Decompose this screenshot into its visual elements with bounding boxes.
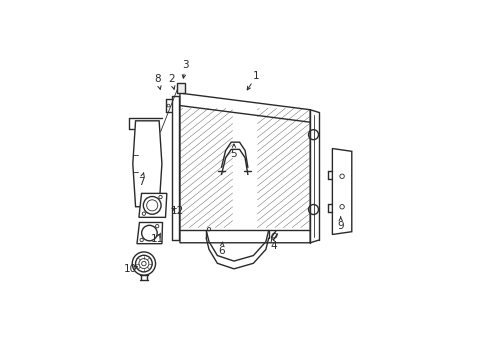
Circle shape — [155, 225, 159, 228]
Text: 1: 1 — [252, 72, 259, 81]
Circle shape — [159, 195, 162, 199]
Text: 8: 8 — [154, 74, 161, 84]
Text: 11: 11 — [151, 234, 164, 244]
Text: 2: 2 — [168, 74, 175, 84]
Text: 3: 3 — [182, 60, 188, 70]
Polygon shape — [137, 222, 162, 244]
Text: 7: 7 — [138, 177, 144, 187]
Circle shape — [140, 238, 143, 242]
Text: 10: 10 — [123, 264, 136, 274]
Polygon shape — [177, 84, 185, 93]
Circle shape — [142, 212, 145, 215]
Polygon shape — [332, 149, 351, 234]
Text: 9: 9 — [337, 221, 344, 231]
Polygon shape — [139, 193, 166, 217]
Text: 6: 6 — [218, 246, 224, 256]
Text: 12: 12 — [170, 206, 183, 216]
Text: 4: 4 — [270, 240, 277, 251]
Text: 5: 5 — [230, 149, 237, 159]
